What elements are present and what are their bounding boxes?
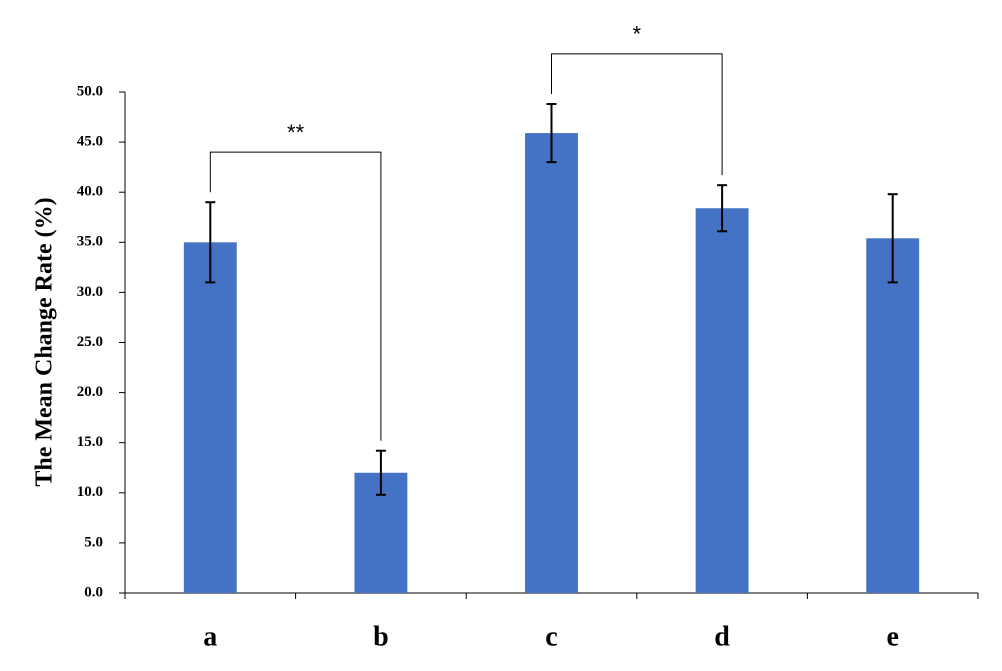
y-tick-label: 50.0 bbox=[77, 83, 103, 99]
error-bar bbox=[205, 201, 216, 284]
error-bar bbox=[887, 193, 898, 284]
y-tick-label: 0.0 bbox=[84, 584, 103, 600]
y-tick-label: 15.0 bbox=[77, 434, 103, 450]
y-tick-label: 45.0 bbox=[77, 134, 103, 150]
x-tick-label: b bbox=[373, 621, 389, 652]
bar bbox=[183, 242, 237, 594]
error-bar bbox=[546, 103, 557, 164]
significance-bracket bbox=[209, 151, 382, 441]
y-tick-label: 10.0 bbox=[77, 484, 103, 500]
x-tick-label: e bbox=[886, 621, 898, 652]
significance-bracket bbox=[551, 53, 723, 176]
y-tick-label: 35.0 bbox=[77, 234, 103, 250]
y-tick-label: 25.0 bbox=[77, 334, 103, 350]
error-bar bbox=[717, 184, 728, 233]
y-tick-label: 20.0 bbox=[77, 384, 103, 400]
y-tick-label: 5.0 bbox=[84, 534, 103, 550]
significance-label: * bbox=[633, 22, 642, 47]
x-tick-label: a bbox=[203, 621, 217, 652]
bar bbox=[695, 208, 749, 593]
y-tick-label: 30.0 bbox=[77, 284, 103, 300]
bar bbox=[525, 133, 578, 593]
x-tick-label: d bbox=[714, 621, 730, 652]
error-bar bbox=[375, 449, 386, 496]
y-tick-label: 40.0 bbox=[77, 184, 103, 200]
y-axis-label: The Mean Change Rate (%) bbox=[32, 197, 58, 486]
significance-label: ** bbox=[287, 120, 305, 145]
bar bbox=[866, 238, 920, 594]
x-tick-label: c bbox=[545, 621, 557, 652]
